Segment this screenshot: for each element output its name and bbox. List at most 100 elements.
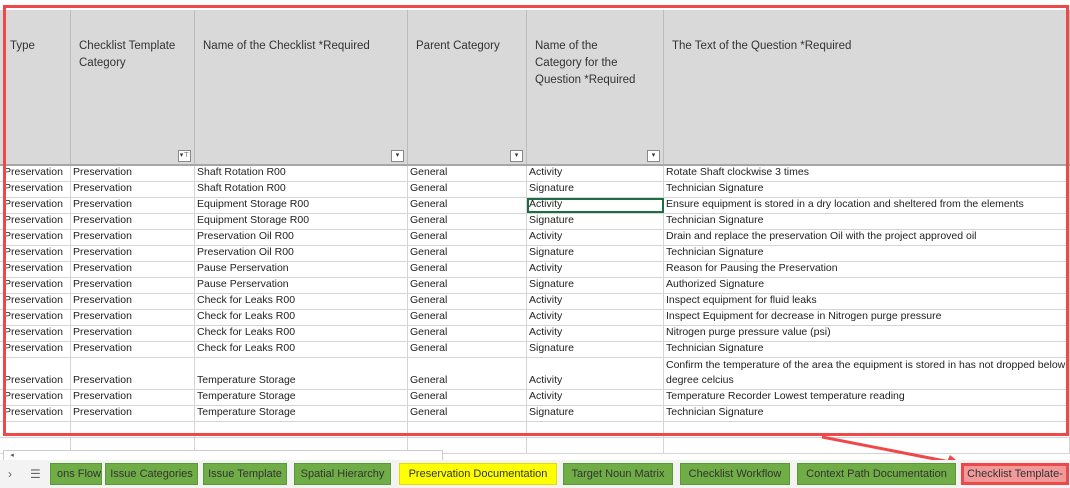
- table-cell[interactable]: Technician Signature: [664, 406, 1070, 421]
- table-cell[interactable]: General: [408, 182, 527, 197]
- table-cell[interactable]: Temperature Storage: [195, 390, 408, 405]
- table-cell[interactable]: Preservation: [0, 230, 71, 245]
- table-cell[interactable]: Activity: [527, 390, 664, 405]
- sheet-tab[interactable]: Context Path Documentation: [797, 463, 956, 485]
- sheet-tab[interactable]: Target Noun Matrix: [563, 463, 673, 485]
- table-cell[interactable]: Shaft Rotation R00: [195, 166, 408, 181]
- table-cell[interactable]: Signature: [527, 214, 664, 229]
- table-cell[interactable]: General: [408, 230, 527, 245]
- table-cell[interactable]: General: [408, 278, 527, 293]
- filter-dropdown-icon[interactable]: ▾: [391, 150, 404, 162]
- table-cell[interactable]: [0, 422, 71, 437]
- table-cell[interactable]: Preservation Oil R00: [195, 230, 408, 245]
- table-cell[interactable]: General: [408, 294, 527, 309]
- table-cell[interactable]: Signature: [527, 406, 664, 421]
- table-cell[interactable]: Temperature Storage: [195, 358, 408, 389]
- table-cell[interactable]: Technician Signature: [664, 246, 1070, 261]
- table-cell[interactable]: Preservation: [0, 358, 71, 389]
- table-cell[interactable]: Pause Perservation: [195, 262, 408, 277]
- table-cell[interactable]: Preservation: [0, 166, 71, 181]
- table-cell[interactable]: Preservation: [71, 278, 195, 293]
- table-cell[interactable]: Technician Signature: [664, 182, 1070, 197]
- scroll-left-button[interactable]: ◂: [10, 452, 14, 459]
- table-cell[interactable]: General: [408, 358, 527, 389]
- table-cell[interactable]: Authorized Signature: [664, 278, 1070, 293]
- table-cell[interactable]: Reason for Pausing the Preservation: [664, 262, 1070, 277]
- table-cell[interactable]: [0, 438, 71, 453]
- table-cell[interactable]: Preservation: [71, 406, 195, 421]
- table-cell[interactable]: Signature: [527, 182, 664, 197]
- table-cell[interactable]: [195, 438, 408, 453]
- next-sheet-button[interactable]: ›: [8, 467, 12, 481]
- table-cell[interactable]: Shaft Rotation R00: [195, 182, 408, 197]
- table-cell[interactable]: Temperature Storage: [195, 406, 408, 421]
- table-cell[interactable]: Preservation: [0, 326, 71, 341]
- table-cell[interactable]: Activity: [527, 262, 664, 277]
- table-cell[interactable]: Technician Signature: [664, 342, 1070, 357]
- table-cell[interactable]: Check for Leaks R00: [195, 326, 408, 341]
- filter-applied-icon[interactable]: ▾⊤: [178, 150, 191, 162]
- filter-dropdown-icon[interactable]: ▾: [510, 150, 523, 162]
- table-cell[interactable]: Preservation: [0, 214, 71, 229]
- column-header[interactable]: Parent Category ▾: [408, 10, 527, 164]
- table-cell[interactable]: Nitrogen purge pressure value (psi): [664, 326, 1070, 341]
- table-cell[interactable]: Preservation: [71, 230, 195, 245]
- table-cell[interactable]: Technician Signature: [664, 214, 1070, 229]
- table-cell[interactable]: General: [408, 198, 527, 213]
- filter-dropdown-icon[interactable]: ▾: [647, 150, 660, 162]
- table-cell[interactable]: Pause Perservation: [195, 278, 408, 293]
- table-cell[interactable]: Activity: [527, 358, 664, 389]
- table-cell[interactable]: General: [408, 406, 527, 421]
- table-cell[interactable]: Preservation: [71, 342, 195, 357]
- table-cell[interactable]: Ensure equipment is stored in a dry loca…: [664, 198, 1070, 213]
- table-cell[interactable]: Signature: [527, 342, 664, 357]
- table-cell[interactable]: Preservation: [0, 278, 71, 293]
- table-cell[interactable]: Preservation: [0, 310, 71, 325]
- table-cell[interactable]: Activity: [527, 294, 664, 309]
- table-cell[interactable]: Preservation Oil R00: [195, 246, 408, 261]
- column-header[interactable]: Name of the Category for the Question *R…: [527, 10, 664, 164]
- table-cell[interactable]: Preservation: [71, 166, 195, 181]
- table-cell[interactable]: Preservation: [0, 390, 71, 405]
- table-cell[interactable]: Inspect Equipment for decrease in Nitrog…: [664, 310, 1070, 325]
- table-cell[interactable]: Activity: [527, 326, 664, 341]
- table-cell[interactable]: [664, 422, 1070, 437]
- table-cell[interactable]: Signature: [527, 278, 664, 293]
- table-cell[interactable]: General: [408, 342, 527, 357]
- sheet-list-icon[interactable]: ☰: [30, 467, 41, 481]
- table-cell[interactable]: Confirm the temperature of the area the …: [664, 358, 1070, 389]
- table-cell[interactable]: Activity: [527, 198, 664, 213]
- table-cell[interactable]: Preservation: [0, 342, 71, 357]
- table-cell[interactable]: Temperature Recorder Lowest temperature …: [664, 390, 1070, 405]
- table-cell[interactable]: General: [408, 214, 527, 229]
- table-cell[interactable]: Signature: [527, 246, 664, 261]
- table-cell[interactable]: General: [408, 246, 527, 261]
- sheet-tab[interactable]: Checklist Template-: [961, 463, 1069, 485]
- table-cell[interactable]: Preservation: [71, 358, 195, 389]
- table-cell[interactable]: General: [408, 166, 527, 181]
- table-cell[interactable]: General: [408, 326, 527, 341]
- table-cell[interactable]: Preservation: [0, 198, 71, 213]
- sheet-tab[interactable]: Spatial Hierarchy: [294, 463, 391, 485]
- table-cell[interactable]: [527, 438, 664, 453]
- sheet-tab[interactable]: ons Flow: [50, 463, 102, 485]
- table-cell[interactable]: Activity: [527, 166, 664, 181]
- table-cell[interactable]: Preservation: [0, 246, 71, 261]
- column-header[interactable]: Name of the Checklist *Required ▾: [195, 10, 408, 164]
- table-cell[interactable]: Check for Leaks R00: [195, 294, 408, 309]
- table-cell[interactable]: Check for Leaks R00: [195, 342, 408, 357]
- table-cell[interactable]: Preservation: [0, 294, 71, 309]
- table-cell[interactable]: Preservation: [0, 262, 71, 277]
- table-cell[interactable]: Preservation: [71, 310, 195, 325]
- table-cell[interactable]: Preservation: [0, 406, 71, 421]
- table-cell[interactable]: [408, 438, 527, 453]
- sheet-tab[interactable]: Checklist Workflow: [680, 463, 790, 485]
- table-cell[interactable]: [664, 438, 1070, 453]
- table-cell[interactable]: General: [408, 262, 527, 277]
- sheet-tab[interactable]: Issue Categories: [105, 463, 198, 485]
- table-cell[interactable]: Preservation: [71, 198, 195, 213]
- table-cell[interactable]: Equipment Storage R00: [195, 198, 408, 213]
- sheet-tab[interactable]: Preservation Documentation: [399, 463, 557, 485]
- table-cell[interactable]: Activity: [527, 230, 664, 245]
- table-cell[interactable]: Preservation: [71, 326, 195, 341]
